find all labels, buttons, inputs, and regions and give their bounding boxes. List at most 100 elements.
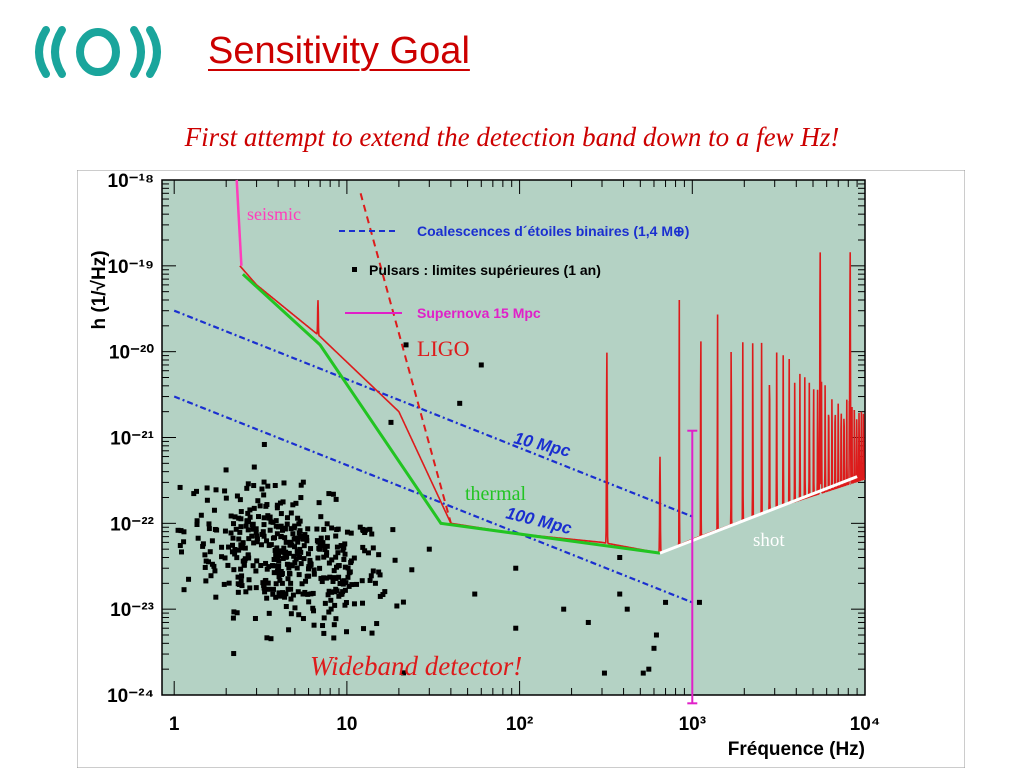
pulsar-point: [286, 550, 292, 556]
pulsar-point: [279, 580, 285, 586]
pulsar-point: [186, 576, 192, 582]
pulsar-point: [261, 585, 267, 591]
x-tick-label: 10²: [506, 714, 533, 735]
pulsar-point: [278, 511, 284, 517]
pulsar-point: [318, 514, 324, 520]
thermal-noise-line: [241, 273, 661, 555]
pulsar-point: [333, 533, 339, 539]
pulsar-point: [426, 546, 432, 552]
pulsar-point: [235, 574, 241, 580]
pulsar-point: [342, 541, 348, 547]
label-thermal: thermal: [465, 483, 527, 505]
pulsar-point: [351, 601, 357, 607]
pulsar-point: [253, 585, 259, 591]
pulsar-point: [336, 593, 342, 599]
pulsar-point: [260, 580, 266, 586]
pulsar-point: [696, 599, 702, 605]
pulsar-point: [327, 574, 333, 580]
label-seismic: seismic: [247, 204, 301, 224]
pulsar-point: [295, 539, 301, 545]
pulsar-point: [377, 593, 383, 599]
pulsar-point: [242, 558, 248, 564]
pulsar-point: [226, 544, 232, 550]
pulsar-point: [344, 529, 350, 535]
pulsar-point: [238, 509, 244, 515]
pulsar-point: [279, 549, 285, 555]
pulsar-point: [361, 626, 367, 632]
pulsar-point: [181, 529, 187, 535]
pulsar-point: [651, 645, 657, 651]
y-tick-label: 10⁻¹⁸: [108, 171, 154, 192]
pulsar-point: [213, 594, 219, 600]
pulsar-point: [334, 588, 340, 594]
pulsar-point: [246, 536, 252, 542]
pulsar-point: [239, 573, 245, 579]
pulsar-point: [276, 563, 282, 569]
pulsar-point: [316, 500, 322, 506]
pulsar-point: [311, 571, 317, 577]
pulsar-point: [617, 591, 623, 597]
pulsar-point: [457, 400, 463, 406]
pulsar-point: [330, 578, 336, 584]
pulsar-point: [400, 670, 406, 676]
pulsar-point: [333, 575, 339, 581]
pulsar-point: [273, 518, 279, 524]
pulsar-point: [202, 564, 208, 570]
pulsar-point: [345, 574, 351, 580]
pulsar-points: [175, 342, 702, 676]
pulsar-point: [302, 532, 308, 538]
pulsar-point: [326, 560, 332, 566]
pulsar-point: [222, 528, 228, 534]
pulsar-point: [388, 419, 394, 425]
pulsar-point: [329, 525, 335, 531]
pulsar-point: [382, 589, 388, 595]
pulsar-point: [298, 549, 304, 555]
pulsar-point: [282, 535, 288, 541]
pulsar-point: [298, 482, 304, 488]
pulsar-point: [394, 603, 400, 609]
pulsar-point: [259, 486, 265, 492]
pulsar-point: [274, 545, 280, 551]
pulsar-point: [333, 616, 339, 622]
pulsar-point: [321, 575, 327, 581]
x-axis-label: Fréquence (Hz): [728, 739, 865, 760]
pulsar-point: [322, 544, 328, 550]
pulsar-point: [226, 580, 232, 586]
pulsar-point: [403, 342, 409, 348]
pulsar-point: [266, 610, 272, 616]
sensitivity-chart: 1 10 10² 10³ 10⁴ 10⁻¹⁸ 10⁻¹⁹ 10⁻²⁰ 10⁻²¹ 10⁻²² 10⁻…: [76, 169, 966, 769]
pulsar-point: [344, 629, 350, 635]
pulsar-point: [276, 558, 282, 564]
pulsar-point: [300, 616, 306, 622]
pulsar-point: [266, 586, 272, 592]
pulsar-point: [372, 580, 378, 586]
pulsar-point: [261, 441, 267, 447]
pulsar-point: [181, 587, 187, 593]
pulsar-point: [324, 543, 330, 549]
pulsar-point: [303, 578, 309, 584]
pulsar-point: [254, 533, 260, 539]
pulsar-point: [321, 526, 327, 532]
pulsar-point: [617, 554, 623, 560]
pulsar-point: [360, 544, 366, 550]
pulsar-point: [295, 551, 301, 557]
pulsar-point: [211, 507, 217, 513]
pulsar-point: [257, 503, 263, 509]
pulsar-point: [273, 594, 279, 600]
pulsar-point: [222, 555, 228, 561]
pulsar-point: [285, 576, 291, 582]
pulsar-point: [368, 573, 374, 579]
pulsar-point: [246, 555, 252, 561]
pulsar-point: [253, 529, 259, 535]
pulsar-point: [290, 592, 296, 598]
pulsar-point: [228, 513, 234, 519]
legend-pulsar-label: Pulsars : limites supérieures (1 an): [369, 262, 601, 278]
pulsar-point: [193, 488, 199, 494]
pulsar-point: [275, 568, 281, 574]
pulsar-point: [259, 531, 265, 537]
pulsar-point: [255, 498, 261, 504]
pulsar-point: [331, 622, 337, 628]
pulsar-point: [247, 585, 253, 591]
pulsar-point: [232, 514, 238, 520]
pulsar-point: [265, 580, 271, 586]
